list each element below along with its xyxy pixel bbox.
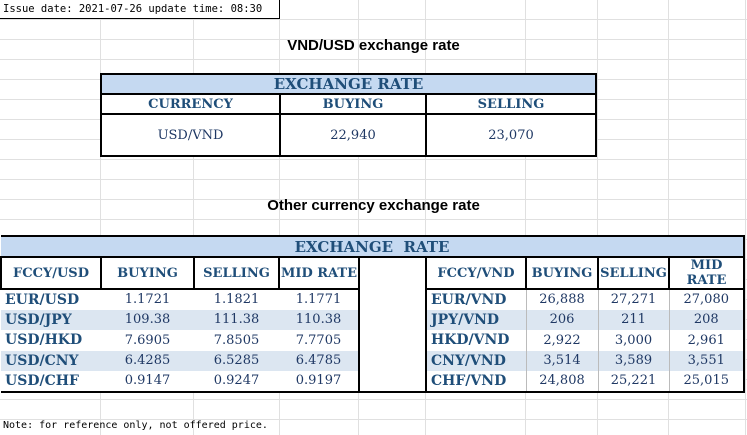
gridline <box>279 0 280 435</box>
table-cell: 211 <box>598 309 670 330</box>
table-cell: 6.4285 <box>101 350 194 371</box>
table-cell: 0.9147 <box>124 373 171 389</box>
gridline <box>425 0 426 435</box>
table-cell: USD/VND <box>100 113 281 157</box>
table-row: USD/CHF 0.9147 0.9247 0.9197 CHF/VND 24,808 25… <box>1 371 744 392</box>
table-cell: 26,888 <box>526 289 599 310</box>
table-cell: USD/CHF <box>5 372 79 389</box>
column-header: MID RATE <box>668 256 745 290</box>
gridline <box>668 0 669 435</box>
table-cell: 208 <box>669 309 744 330</box>
spacer <box>359 309 427 330</box>
spacer <box>359 330 427 351</box>
table-cell: 24,808 <box>526 371 599 392</box>
table-cell: USD/JPY <box>1 309 101 330</box>
table-cell: 1.1721 <box>124 292 171 308</box>
column-header: BUYING <box>100 256 195 290</box>
table-row: USD/CNY 6.4285 6.5285 6.4785 CNY/VND 3,514 3,5… <box>1 350 744 371</box>
other-rates-title: Other currency exchange rate <box>267 197 480 214</box>
table-cell: 1.1821 <box>213 292 260 308</box>
table-cell: 3,551 <box>669 350 744 371</box>
table-cell: 111.38 <box>194 309 279 330</box>
table-cell: CNY/VND <box>426 350 527 371</box>
table-cell: JPY/VND <box>426 309 527 330</box>
table-cell: 3,000 <box>598 330 670 351</box>
table-row: USD/HKD 7.6905 7.8505 7.7705 HKD/VND 2,922 3,0… <box>1 330 744 351</box>
table-cell: 6.4785 <box>279 350 360 371</box>
vnd-usd-table: EXCHANGE RATE CURRENCY BUYING SELLING US… <box>100 73 597 157</box>
gridline <box>597 0 598 435</box>
table-cell: EUR/VND <box>426 289 527 310</box>
table-cell: 6.5285 <box>194 350 279 371</box>
column-header: BUYING <box>525 256 599 290</box>
table-cell: USD/CNY <box>1 350 101 371</box>
spacer <box>359 371 427 392</box>
table-header: EXCHANGE RATE <box>100 73 597 95</box>
table-cell: 3,514 <box>526 350 599 371</box>
table-cell: 7.8505 <box>213 332 260 348</box>
table-cell: 0.9247 <box>213 373 260 389</box>
table-cell: 1.1771 <box>279 289 360 310</box>
table-cell: 27,271 <box>598 289 670 310</box>
table-cell: 22,940 <box>279 113 427 157</box>
spacer <box>359 350 427 371</box>
gridline <box>745 0 746 435</box>
table-cell: 27,080 <box>683 292 730 308</box>
table-header: EXCHANGE RATE <box>1 236 744 258</box>
table-cell: 2,961 <box>687 332 725 348</box>
table-cell: 2,922 <box>526 330 599 351</box>
column-header: BUYING <box>279 93 427 115</box>
column-header: SELLING <box>193 256 280 290</box>
gridline <box>358 0 359 435</box>
table-cell: 110.38 <box>279 309 360 330</box>
table-row: EUR/USD 1.1721 1.1821 1.1771 EUR/VND 26,888 27… <box>1 289 744 310</box>
column-header: MID RATE <box>278 256 360 290</box>
column-header: FCCY/VND <box>425 256 527 290</box>
table-cell: 0.9197 <box>279 371 360 392</box>
table-cell: 206 <box>526 309 599 330</box>
table-cell: 7.7705 <box>279 330 360 351</box>
gridline <box>100 0 101 435</box>
spacer <box>359 289 427 310</box>
table-cell: EUR/USD <box>5 291 80 308</box>
footnote: Note: for reference only, not offered pr… <box>3 420 268 431</box>
table-cell: CHF/VND <box>426 371 527 392</box>
table-cell: 3,589 <box>598 350 670 371</box>
spacer <box>358 257 426 289</box>
table-cell: HKD/VND <box>426 330 527 351</box>
column-header: SELLING <box>425 93 597 115</box>
table-cell: 25,221 <box>598 371 670 392</box>
table-cell: USD/HKD <box>5 332 83 349</box>
other-rates-table: EXCHANGE RATE FCCY/USD BUYING SELLING MI… <box>0 235 745 393</box>
table-cell: 23,070 <box>425 113 597 157</box>
table-row: USD/JPY 109.38 111.38 110.38 JPY/VND 206 211 20… <box>1 309 744 330</box>
column-header: FCCY/USD <box>0 256 102 290</box>
column-header: SELLING <box>597 256 670 290</box>
table-cell: 7.6905 <box>124 332 171 348</box>
issue-date: Issue date: 2021-07-26 update time: 08:3… <box>0 0 280 19</box>
table-cell: 25,015 <box>683 373 730 389</box>
column-header: CURRENCY <box>100 93 281 115</box>
table-cell: 109.38 <box>101 309 194 330</box>
vnd-usd-title: VND/USD exchange rate <box>287 37 460 54</box>
gridline <box>193 0 194 435</box>
gridline <box>525 0 526 435</box>
